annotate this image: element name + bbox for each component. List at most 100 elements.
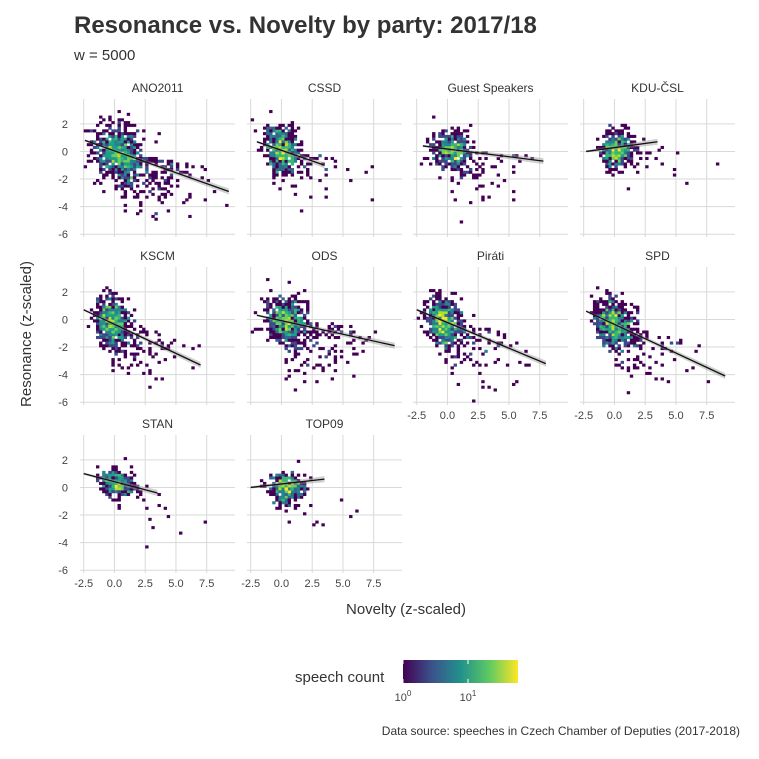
heatmap-bin xyxy=(123,490,128,494)
heatmap-bin xyxy=(284,313,288,317)
heatmap-bin xyxy=(102,118,106,122)
heatmap-bin xyxy=(432,134,436,138)
heatmap-bin xyxy=(302,341,307,345)
heatmap-bin xyxy=(444,341,448,345)
heatmap-bin xyxy=(123,137,128,141)
heatmap-bin xyxy=(602,143,606,147)
heatmap-bin xyxy=(620,154,624,158)
heatmap-bin xyxy=(157,195,161,199)
heatmap-bin xyxy=(605,302,609,306)
heatmap-bin xyxy=(284,145,288,149)
heatmap-bin xyxy=(318,179,322,183)
heatmap-bin xyxy=(281,170,285,174)
heatmap-bin xyxy=(132,123,137,127)
heatmap-bin xyxy=(441,327,445,331)
heatmap-bin xyxy=(114,465,118,469)
heatmap-bin xyxy=(472,173,476,177)
heatmap-bin xyxy=(685,181,689,185)
heatmap-bin xyxy=(468,151,473,155)
heatmap-bin xyxy=(123,126,128,130)
heatmap-bin xyxy=(462,148,467,152)
heatmap-bin xyxy=(278,484,282,488)
heatmap-bin xyxy=(293,344,298,348)
heatmap-bin xyxy=(102,347,106,351)
heatmap-bin xyxy=(114,168,118,172)
heatmap-bin xyxy=(102,289,106,293)
heatmap-bin xyxy=(212,190,217,194)
heatmap-bin xyxy=(428,319,433,323)
heatmap-bin xyxy=(626,369,631,373)
heatmap-bin xyxy=(169,173,174,177)
heatmap-bin xyxy=(450,313,454,317)
heatmap-bin xyxy=(648,366,652,370)
heatmap-bin xyxy=(281,156,285,161)
facet-label: TOP09 xyxy=(306,417,344,431)
heatmap-bin xyxy=(275,487,279,491)
heatmap-bin xyxy=(129,143,134,147)
heatmap-bin xyxy=(306,336,310,340)
heatmap-bin xyxy=(169,341,174,345)
heatmap-bin xyxy=(456,126,461,130)
heatmap-bin xyxy=(299,492,304,497)
heatmap-bin xyxy=(163,195,168,199)
heatmap-bin xyxy=(287,338,291,342)
heatmap-bin xyxy=(465,341,470,345)
heatmap-bin xyxy=(444,302,448,306)
heatmap-bin xyxy=(444,297,448,301)
heatmap-bin xyxy=(432,289,436,293)
heatmap-bin xyxy=(444,347,448,351)
heatmap-bin xyxy=(114,468,118,472)
heatmap-bin xyxy=(626,324,631,329)
heatmap-bin xyxy=(126,181,131,185)
heatmap-bin xyxy=(120,132,124,136)
heatmap-bin xyxy=(278,333,282,337)
heatmap-bin xyxy=(444,358,448,362)
heatmap-bin xyxy=(599,333,603,337)
heatmap-bin xyxy=(102,308,106,312)
heatmap-bin xyxy=(99,336,103,340)
heatmap-bin xyxy=(435,330,439,334)
heatmap-bin xyxy=(293,305,298,309)
heatmap-bin xyxy=(453,355,457,359)
heatmap-bin xyxy=(117,487,121,491)
heatmap-bin xyxy=(432,151,436,155)
heatmap-bin xyxy=(278,481,282,485)
heatmap-bin xyxy=(105,159,109,163)
facet-panel-spd: SPD xyxy=(580,249,735,405)
heatmap-bin xyxy=(114,159,118,163)
heatmap-bin xyxy=(299,154,304,158)
legend-tick-label: 101 xyxy=(460,689,477,704)
heatmap-bin xyxy=(435,305,439,309)
heatmap-bin xyxy=(447,308,451,312)
heatmap-bin xyxy=(278,134,282,138)
heatmap-bin xyxy=(349,179,353,183)
heatmap-bin xyxy=(262,300,267,304)
heatmap-bin xyxy=(287,302,291,306)
heatmap-bin xyxy=(105,170,109,174)
heatmap-bin xyxy=(608,316,612,320)
heatmap-bin xyxy=(599,297,603,301)
heatmap-bin xyxy=(169,165,174,169)
heatmap-bin xyxy=(336,336,341,340)
heatmap-bin xyxy=(117,140,121,144)
heatmap-bin xyxy=(635,355,640,359)
heatmap-bin xyxy=(450,311,454,315)
heatmap-bin xyxy=(349,515,353,519)
heatmap-bin xyxy=(117,498,121,502)
heatmap-bin xyxy=(459,341,464,345)
heatmap-bin xyxy=(441,159,445,163)
heatmap-bin xyxy=(266,143,270,147)
heatmap-bin xyxy=(617,313,621,317)
heatmap-bin xyxy=(272,311,276,315)
heatmap-bin xyxy=(114,338,118,342)
heatmap-bin xyxy=(306,154,310,158)
heatmap-bin xyxy=(605,156,609,161)
heatmap-bin xyxy=(293,319,298,323)
heatmap-bin xyxy=(614,159,618,163)
heatmap-bin xyxy=(275,322,279,326)
heatmap-bin xyxy=(259,297,264,301)
heatmap-bin xyxy=(275,145,279,149)
heatmap-bin xyxy=(253,129,258,133)
heatmap-bin xyxy=(108,322,112,326)
heatmap-bin xyxy=(475,187,479,191)
